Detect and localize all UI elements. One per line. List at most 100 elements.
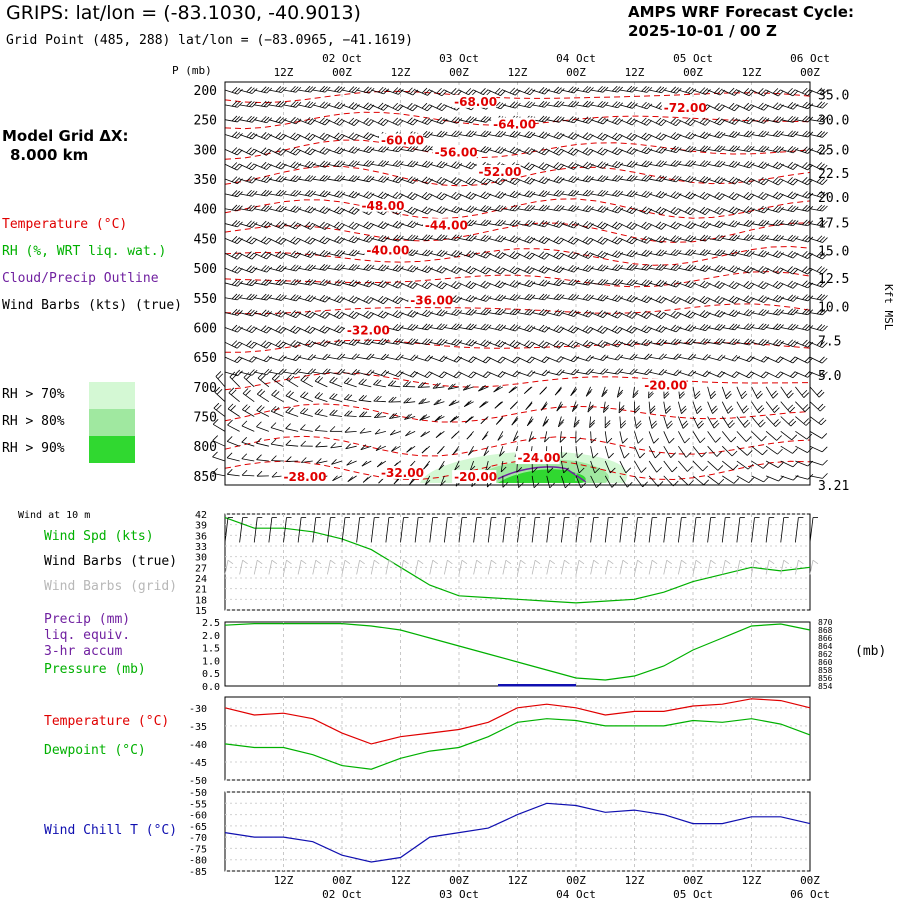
wind-barb bbox=[360, 444, 372, 451]
wind-barb-feather bbox=[538, 176, 545, 182]
wind-barb bbox=[224, 324, 243, 333]
wind-barb bbox=[488, 219, 506, 227]
wind-barb bbox=[517, 251, 535, 260]
wind-barb-feather bbox=[304, 190, 311, 196]
wind-barb bbox=[343, 393, 357, 403]
wind-barb-feather bbox=[217, 373, 224, 380]
wind-barb-staff bbox=[575, 297, 589, 301]
wind-barb-staff bbox=[590, 460, 596, 474]
wind-barb-staff bbox=[429, 238, 443, 241]
wind-barb-feather bbox=[745, 436, 752, 442]
wind-barb-feather bbox=[290, 310, 296, 316]
wind-barb-feather bbox=[290, 325, 296, 332]
wind-barb bbox=[312, 206, 331, 214]
wind-barb bbox=[502, 190, 521, 199]
wind-barb-feather bbox=[392, 338, 399, 344]
wind-barb-feather bbox=[589, 422, 595, 428]
wind-barb-feather bbox=[377, 86, 384, 93]
wind-barb-feather bbox=[585, 279, 591, 285]
wind-barb-feather bbox=[285, 423, 291, 429]
wind-barb-staff bbox=[371, 119, 384, 126]
wind-barb-feather bbox=[599, 341, 606, 347]
wind-barb-feather bbox=[377, 175, 384, 182]
wind-barb-feather bbox=[427, 372, 433, 378]
wind-barb-staff bbox=[795, 431, 808, 440]
wind-barb-feather bbox=[421, 145, 428, 151]
wind-barb bbox=[517, 87, 536, 96]
wind-barb-feather bbox=[494, 191, 501, 197]
wind-barb-feather bbox=[509, 280, 516, 286]
wind-barb-feather bbox=[307, 175, 314, 182]
wind-barb bbox=[242, 404, 255, 417]
wind-barb-feather bbox=[395, 88, 401, 94]
wind-barb-staff bbox=[429, 163, 443, 169]
wind-barb-feather bbox=[435, 382, 441, 389]
wind-barb-feather bbox=[339, 313, 345, 319]
wind-barb-feather bbox=[453, 193, 460, 199]
wind-barb bbox=[604, 460, 616, 474]
wind-barb bbox=[473, 219, 492, 227]
wind-barb bbox=[540, 401, 548, 411]
wind-barb-feather bbox=[409, 324, 416, 330]
wind-barb-feather bbox=[585, 162, 591, 169]
wind-barb-feather bbox=[585, 237, 591, 244]
wind-barb-feather bbox=[465, 116, 472, 122]
wind-barb-feather bbox=[524, 87, 530, 93]
wind-barb-staff bbox=[795, 416, 807, 426]
wind-barb-feather bbox=[407, 191, 413, 198]
wind-barb-feather bbox=[500, 466, 507, 473]
wind-barb-staff bbox=[327, 104, 341, 110]
wind-barb-staff bbox=[327, 208, 340, 215]
wind-barb-staff bbox=[473, 267, 487, 275]
wind-barb bbox=[458, 116, 477, 124]
wind-barb-feather bbox=[407, 309, 413, 316]
wind-barb-feather bbox=[322, 207, 328, 213]
wind-barb-feather bbox=[260, 175, 267, 182]
wind-barb bbox=[590, 147, 609, 156]
wind-barb bbox=[458, 177, 477, 186]
wind-barb-staff bbox=[634, 119, 647, 126]
wind-barb-staff bbox=[517, 104, 531, 109]
wind-barb-feather bbox=[214, 386, 221, 393]
wind-barb bbox=[722, 87, 740, 96]
wind-barb-feather bbox=[322, 102, 328, 108]
wind-barb-feather bbox=[407, 220, 413, 227]
wind-barb-feather bbox=[332, 475, 338, 482]
wind-barb-feather bbox=[541, 116, 548, 122]
wind-barb-feather bbox=[451, 323, 457, 329]
wind-barb-staff bbox=[341, 252, 355, 257]
wind-barb-staff bbox=[418, 401, 430, 405]
wind-barb-feather bbox=[588, 266, 594, 272]
wind-barb-staff bbox=[344, 398, 357, 403]
wind-barb-staff bbox=[385, 238, 399, 242]
wind-barb bbox=[546, 220, 565, 228]
wind-barb-feather bbox=[290, 100, 296, 107]
wind-barb bbox=[423, 460, 431, 470]
wind-barb-feather bbox=[231, 100, 238, 107]
wind-barb-feather bbox=[314, 392, 321, 398]
wind-barb bbox=[590, 431, 597, 444]
wind-barb-staff bbox=[707, 460, 719, 471]
wind-barb-staff bbox=[605, 134, 618, 141]
wind-barb-feather bbox=[295, 135, 302, 141]
wind-barb-feather bbox=[436, 176, 442, 183]
wind-barb-feather bbox=[614, 326, 621, 333]
wind-barb-feather bbox=[631, 135, 638, 141]
wind-barb-staff bbox=[663, 312, 677, 319]
wind-barb-feather bbox=[509, 87, 516, 94]
wind-barb-staff bbox=[224, 267, 238, 274]
wind-barb bbox=[327, 325, 345, 334]
wind-barb bbox=[429, 249, 448, 257]
wind-barb-staff bbox=[590, 431, 592, 444]
wind-barb-staff bbox=[488, 208, 501, 212]
wind-barb-feather bbox=[585, 176, 592, 182]
wind-barb-staff bbox=[270, 410, 284, 417]
wind-barb-feather bbox=[555, 252, 562, 259]
wind-barb-feather bbox=[271, 373, 278, 380]
wind-barb-staff bbox=[327, 148, 340, 155]
wind-barb-feather bbox=[363, 86, 369, 93]
wind-barb bbox=[780, 386, 794, 399]
wind-barb bbox=[500, 460, 507, 473]
forecast-cycle-line2: 2025-10-01 / 00 Z bbox=[628, 22, 777, 40]
wind-barb-staff bbox=[707, 208, 721, 215]
